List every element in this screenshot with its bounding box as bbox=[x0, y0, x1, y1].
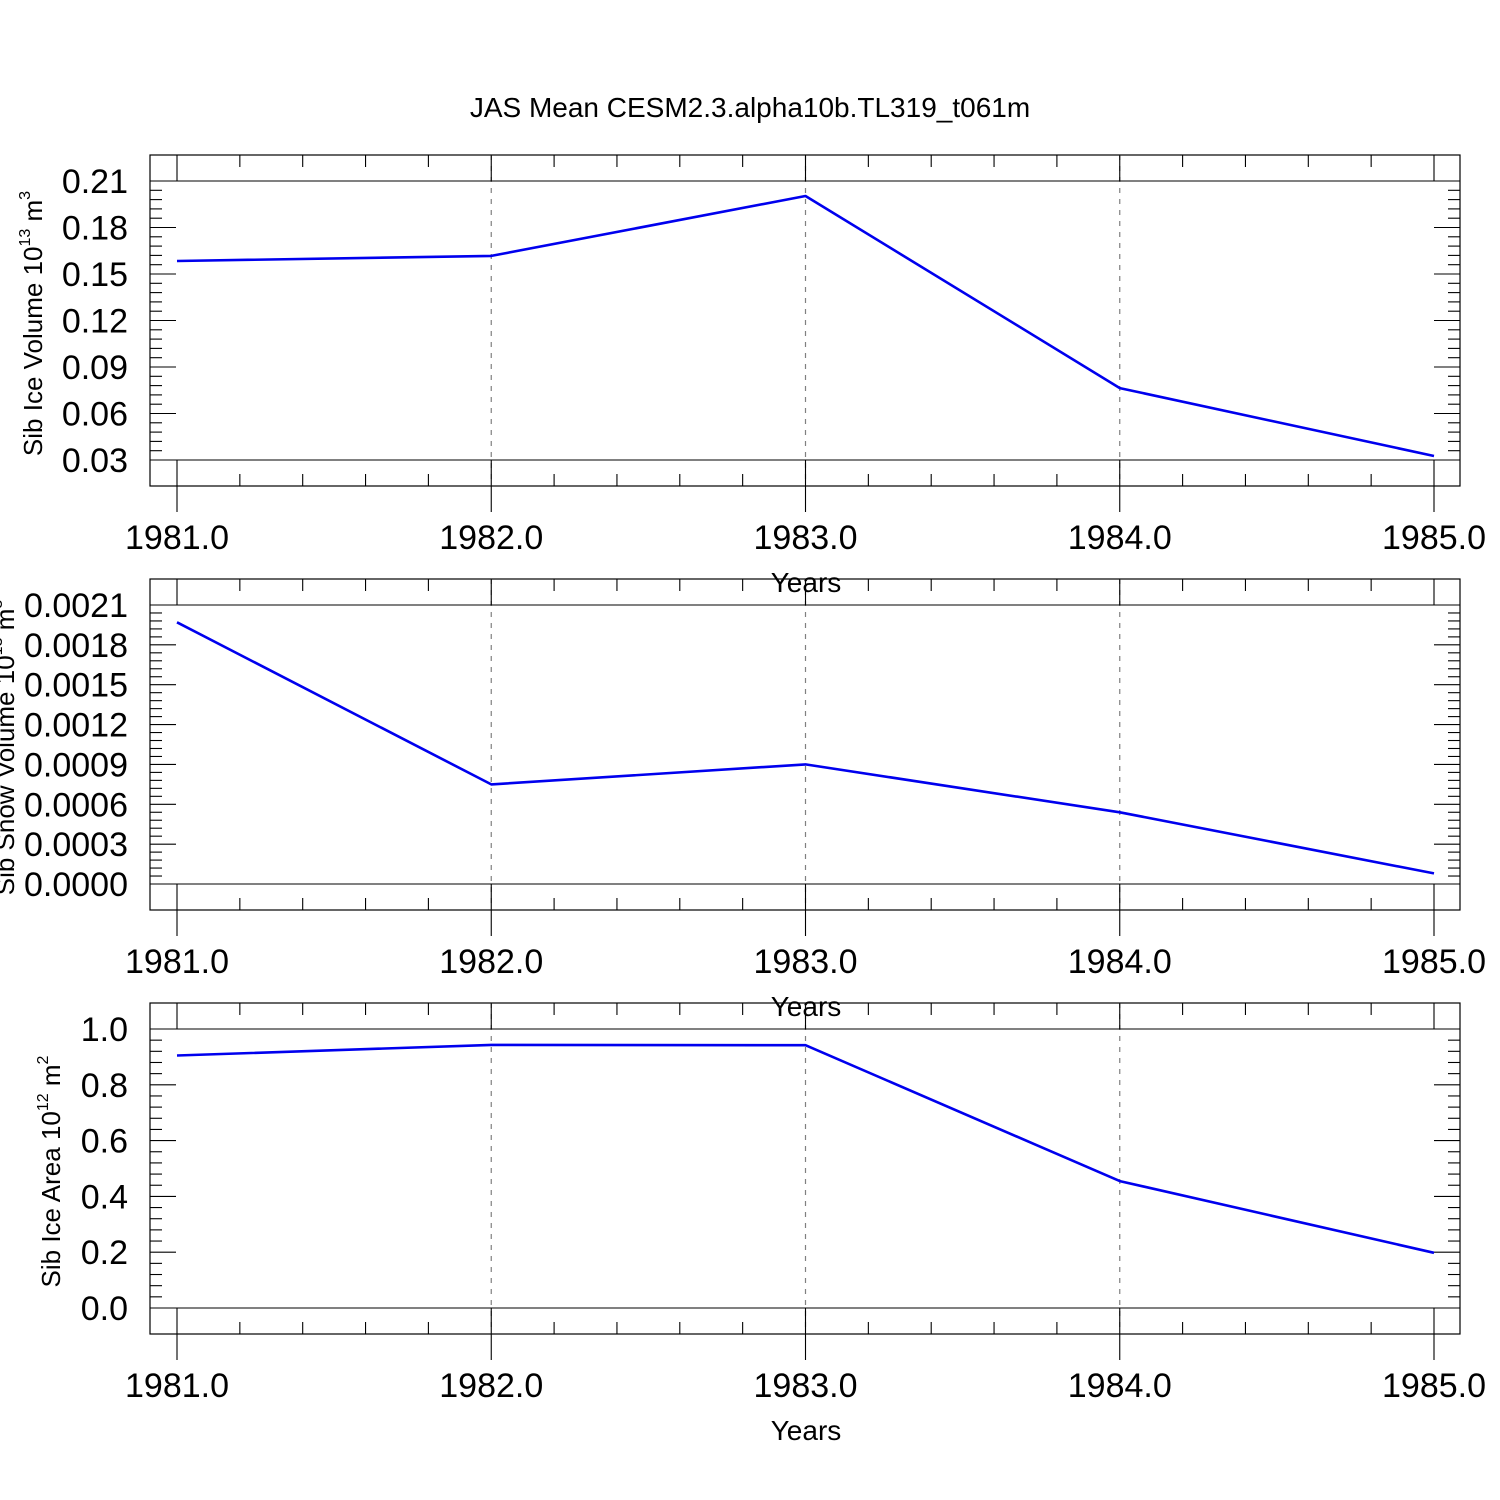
x-tick-label: 1985.0 bbox=[1382, 1367, 1486, 1405]
y-tick-label: 0.0006 bbox=[24, 786, 128, 824]
series-line bbox=[176, 1043, 1435, 1255]
y-tick-label: 0.21 bbox=[62, 163, 128, 201]
x-tick-label: 1984.0 bbox=[1068, 1367, 1172, 1405]
y-axis-title-part: m bbox=[18, 200, 48, 229]
y-tick-label: 0.6 bbox=[81, 1123, 128, 1161]
y-tick-label: 0.0009 bbox=[24, 746, 128, 784]
y-axis-title: Sib Snow Volume 1013 m3 bbox=[0, 600, 20, 896]
figure-title: JAS Mean CESM2.3.alpha10b.TL319_t061m bbox=[470, 92, 1030, 123]
y-tick-label: 0.0012 bbox=[24, 707, 128, 745]
x-tick-label: 1982.0 bbox=[439, 1367, 543, 1405]
y-axis-title-part: m bbox=[0, 609, 20, 638]
y-axis-title-superscript: 3 bbox=[17, 191, 34, 200]
y-axis-title-part: Sib Ice Area 10 bbox=[36, 1111, 66, 1287]
y-tick-label: 0.0000 bbox=[24, 866, 128, 904]
x-tick-label: 1984.0 bbox=[1068, 519, 1172, 557]
x-tick-label: 1985.0 bbox=[1382, 519, 1486, 557]
y-tick-label: 0.0021 bbox=[24, 587, 128, 625]
y-axis-title-part: m bbox=[36, 1064, 66, 1093]
y-axis-title: Sib Ice Area 1012 m2 bbox=[35, 1055, 66, 1287]
y-tick-label: 1.0 bbox=[81, 1011, 128, 1049]
panel-1: 1981.0 1982.0 1983.0 1984.0 1985.0 0.03 0.06 0.… bbox=[17, 154, 1486, 598]
x-tick-label: 1983.0 bbox=[754, 519, 858, 557]
panel-2: 1981.0 1982.0 1983.0 1984.0 1985.00.00000.00… bbox=[0, 578, 1486, 1022]
x-tick-label: 1981.0 bbox=[125, 1367, 229, 1405]
x-tick-label: 1981.0 bbox=[125, 519, 229, 557]
y-axis-title-superscript: 13 bbox=[17, 229, 34, 247]
y-tick-label: 0.0003 bbox=[24, 826, 128, 864]
y-tick-label: 0.15 bbox=[62, 256, 128, 294]
y-axis-title-superscript: 12 bbox=[35, 1093, 52, 1111]
y-tick-label: 0.0 bbox=[81, 1290, 128, 1328]
y-tick-label: 0.4 bbox=[81, 1178, 128, 1216]
y-axis-title-superscript: 13 bbox=[0, 637, 6, 655]
y-tick-label: 0.12 bbox=[62, 303, 128, 341]
panels: 1981.0 1982.0 1983.0 1984.0 1985.00.030.060.… bbox=[0, 154, 1486, 1446]
x-tick-label: 1983.0 bbox=[754, 1367, 858, 1405]
y-tick-label: 0.03 bbox=[62, 442, 128, 480]
y-tick-label: 0.8 bbox=[81, 1067, 128, 1105]
y-axis-title-part: Sib Snow Volume 10 bbox=[0, 655, 20, 895]
y-tick-label: 0.18 bbox=[62, 210, 128, 248]
y-axis-title-superscript: 2 bbox=[35, 1055, 52, 1064]
y-tick-label: 0.0015 bbox=[24, 667, 128, 705]
y-axis-title-part: Sib Ice Volume 10 bbox=[18, 247, 48, 457]
y-tick-label: 0.06 bbox=[62, 396, 128, 434]
y-tick-label: 0.2 bbox=[81, 1234, 128, 1272]
x-tick-label: 1985.0 bbox=[1382, 943, 1486, 981]
y-tick-label: 0.09 bbox=[62, 349, 128, 387]
panel-3: 1981.0 1982.0 1983.0 1984.0 1985.0 0.0 0.2 0.4 0… bbox=[35, 1002, 1486, 1446]
y-axis-title: Sib Ice Volume 1013 m3 bbox=[17, 191, 48, 456]
x-tick-label: 1983.0 bbox=[754, 943, 858, 981]
x-axis-title: Years bbox=[771, 1415, 842, 1446]
series-line bbox=[176, 194, 1435, 458]
x-tick-label: 1981.0 bbox=[125, 943, 229, 981]
x-tick-label: 1982.0 bbox=[439, 943, 543, 981]
x-tick-label: 1982.0 bbox=[439, 519, 543, 557]
y-axis-title-superscript: 3 bbox=[0, 600, 6, 609]
y-tick-label: 0.0018 bbox=[24, 627, 128, 665]
series-line bbox=[176, 621, 1435, 875]
x-tick-label: 1984.0 bbox=[1068, 943, 1172, 981]
